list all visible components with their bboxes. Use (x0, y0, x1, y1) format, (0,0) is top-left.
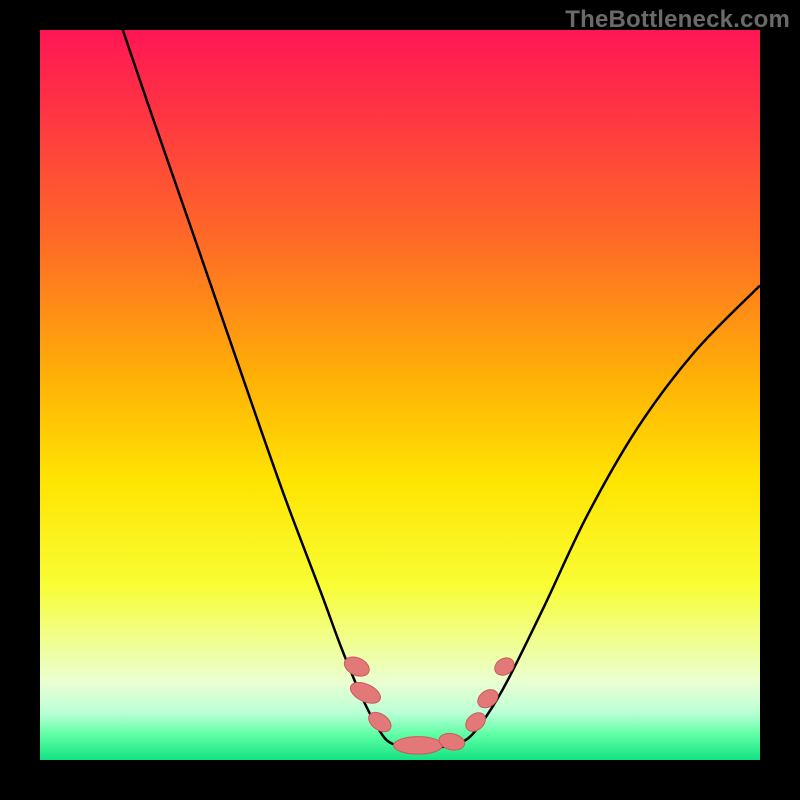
watermark-text: TheBottleneck.com (565, 6, 790, 34)
curve-marker (394, 737, 443, 755)
chart-container: TheBottleneck.com (0, 0, 800, 800)
plot-background (40, 30, 760, 760)
bottleneck-chart (0, 0, 800, 800)
